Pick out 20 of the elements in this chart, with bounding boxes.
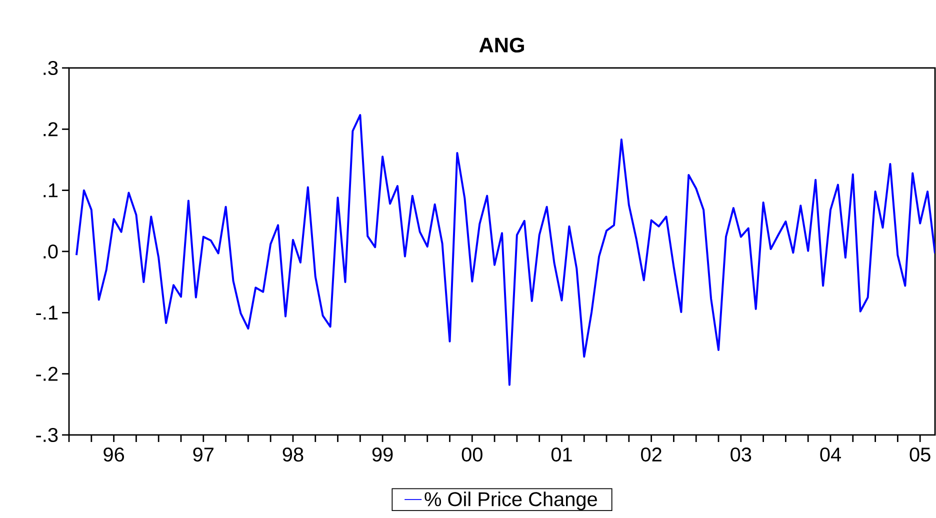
x-tick-label: 99 [372, 448, 393, 462]
y-tick-label: -.3 [36, 428, 58, 442]
y-tick-label: -.1 [36, 306, 58, 320]
y-tick-label: .0 [44, 244, 58, 259]
y-tick-label: .2 [44, 122, 58, 136]
x-tick-label: 05 [910, 448, 930, 462]
x-tick-label: 04 [820, 448, 841, 462]
x-tick-label: 01 [551, 448, 572, 462]
x-tick-label: 96 [104, 448, 124, 462]
line-series [75, 114, 936, 386]
chart-title: ANG [479, 38, 524, 53]
y-tick-label: .3 [44, 60, 58, 76]
y-tick-label: .1 [44, 183, 58, 198]
y-tick-label: -.2 [36, 366, 58, 381]
x-tick-label: 97 [193, 448, 214, 462]
legend-label: % Oil Price Change [424, 492, 597, 510]
x-tick-label: 03 [730, 448, 752, 462]
x-tick-label: 02 [641, 448, 662, 462]
x-tick-label: 98 [282, 448, 304, 462]
x-tick-label: 00 [462, 448, 482, 462]
